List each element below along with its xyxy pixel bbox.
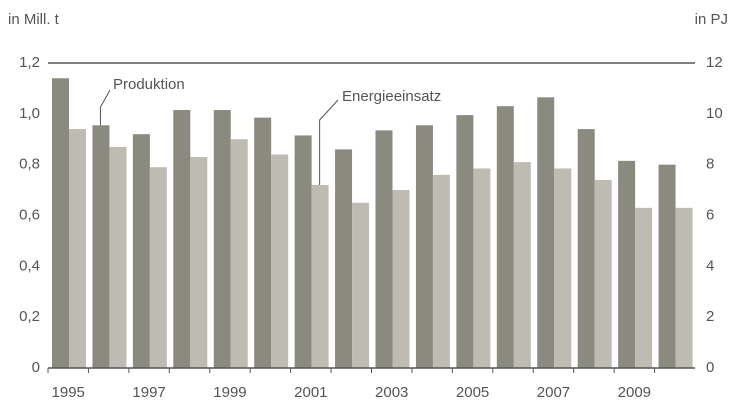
y2-tick-label: 12 — [706, 54, 723, 71]
bar — [473, 168, 491, 368]
y2-tick-label: 6 — [706, 206, 714, 223]
bar — [456, 115, 474, 369]
bar — [132, 134, 150, 368]
bar — [69, 129, 86, 368]
legend-label: Energieeinsatz — [342, 88, 441, 105]
bar — [271, 154, 289, 368]
bar — [577, 129, 595, 368]
y-tick-label: 0,8 — [19, 156, 40, 173]
bar — [537, 97, 555, 368]
y2-tick-label: 2 — [706, 308, 714, 325]
bar — [294, 135, 312, 368]
x-tick-label: 2009 — [618, 384, 651, 401]
bar — [52, 78, 69, 368]
y-tick-label: 1,0 — [19, 105, 40, 122]
y-tick-label: 0 — [32, 359, 40, 376]
y2-axis-title: in PJ — [695, 11, 728, 28]
x-tick-label: 2007 — [537, 384, 570, 401]
bar — [415, 125, 433, 368]
y2-tick-label: 0 — [706, 359, 714, 376]
bar — [618, 160, 636, 368]
y2-tick-label: 10 — [706, 105, 723, 122]
leader-line — [319, 99, 339, 185]
bar — [392, 190, 410, 368]
x-tick-label: 1997 — [132, 384, 165, 401]
bar — [230, 139, 248, 368]
bar — [173, 110, 191, 368]
bar — [352, 202, 370, 368]
y2-tick-label: 4 — [706, 257, 714, 274]
bar — [432, 174, 450, 368]
x-tick-label: 1995 — [52, 384, 85, 401]
bar — [190, 157, 208, 368]
bar — [513, 162, 531, 368]
legend-label: Produktion — [113, 76, 185, 93]
leader-line — [99, 89, 111, 126]
bar — [335, 149, 353, 368]
bar — [635, 207, 653, 368]
bar — [675, 207, 693, 368]
x-tick-label: 2003 — [375, 384, 408, 401]
bar — [254, 117, 272, 368]
x-tick-label: 1999 — [213, 384, 246, 401]
bar — [109, 146, 127, 368]
x-tick-label: 2001 — [294, 384, 327, 401]
bar — [496, 106, 514, 368]
y-axis-title: in Mill. t — [8, 11, 60, 28]
bar — [375, 130, 393, 368]
bar — [594, 179, 612, 368]
bar — [92, 125, 110, 368]
y-tick-label: 0,6 — [19, 206, 40, 223]
bar — [311, 185, 329, 368]
bar — [554, 168, 572, 368]
bar — [658, 164, 676, 368]
y-tick-label: 0,4 — [19, 257, 40, 274]
y2-tick-label: 8 — [706, 156, 714, 173]
bar — [213, 110, 231, 368]
x-tick-label: 2005 — [456, 384, 489, 401]
y-tick-label: 1,2 — [19, 54, 40, 71]
y-tick-label: 0,2 — [19, 308, 40, 325]
bar — [149, 167, 167, 368]
